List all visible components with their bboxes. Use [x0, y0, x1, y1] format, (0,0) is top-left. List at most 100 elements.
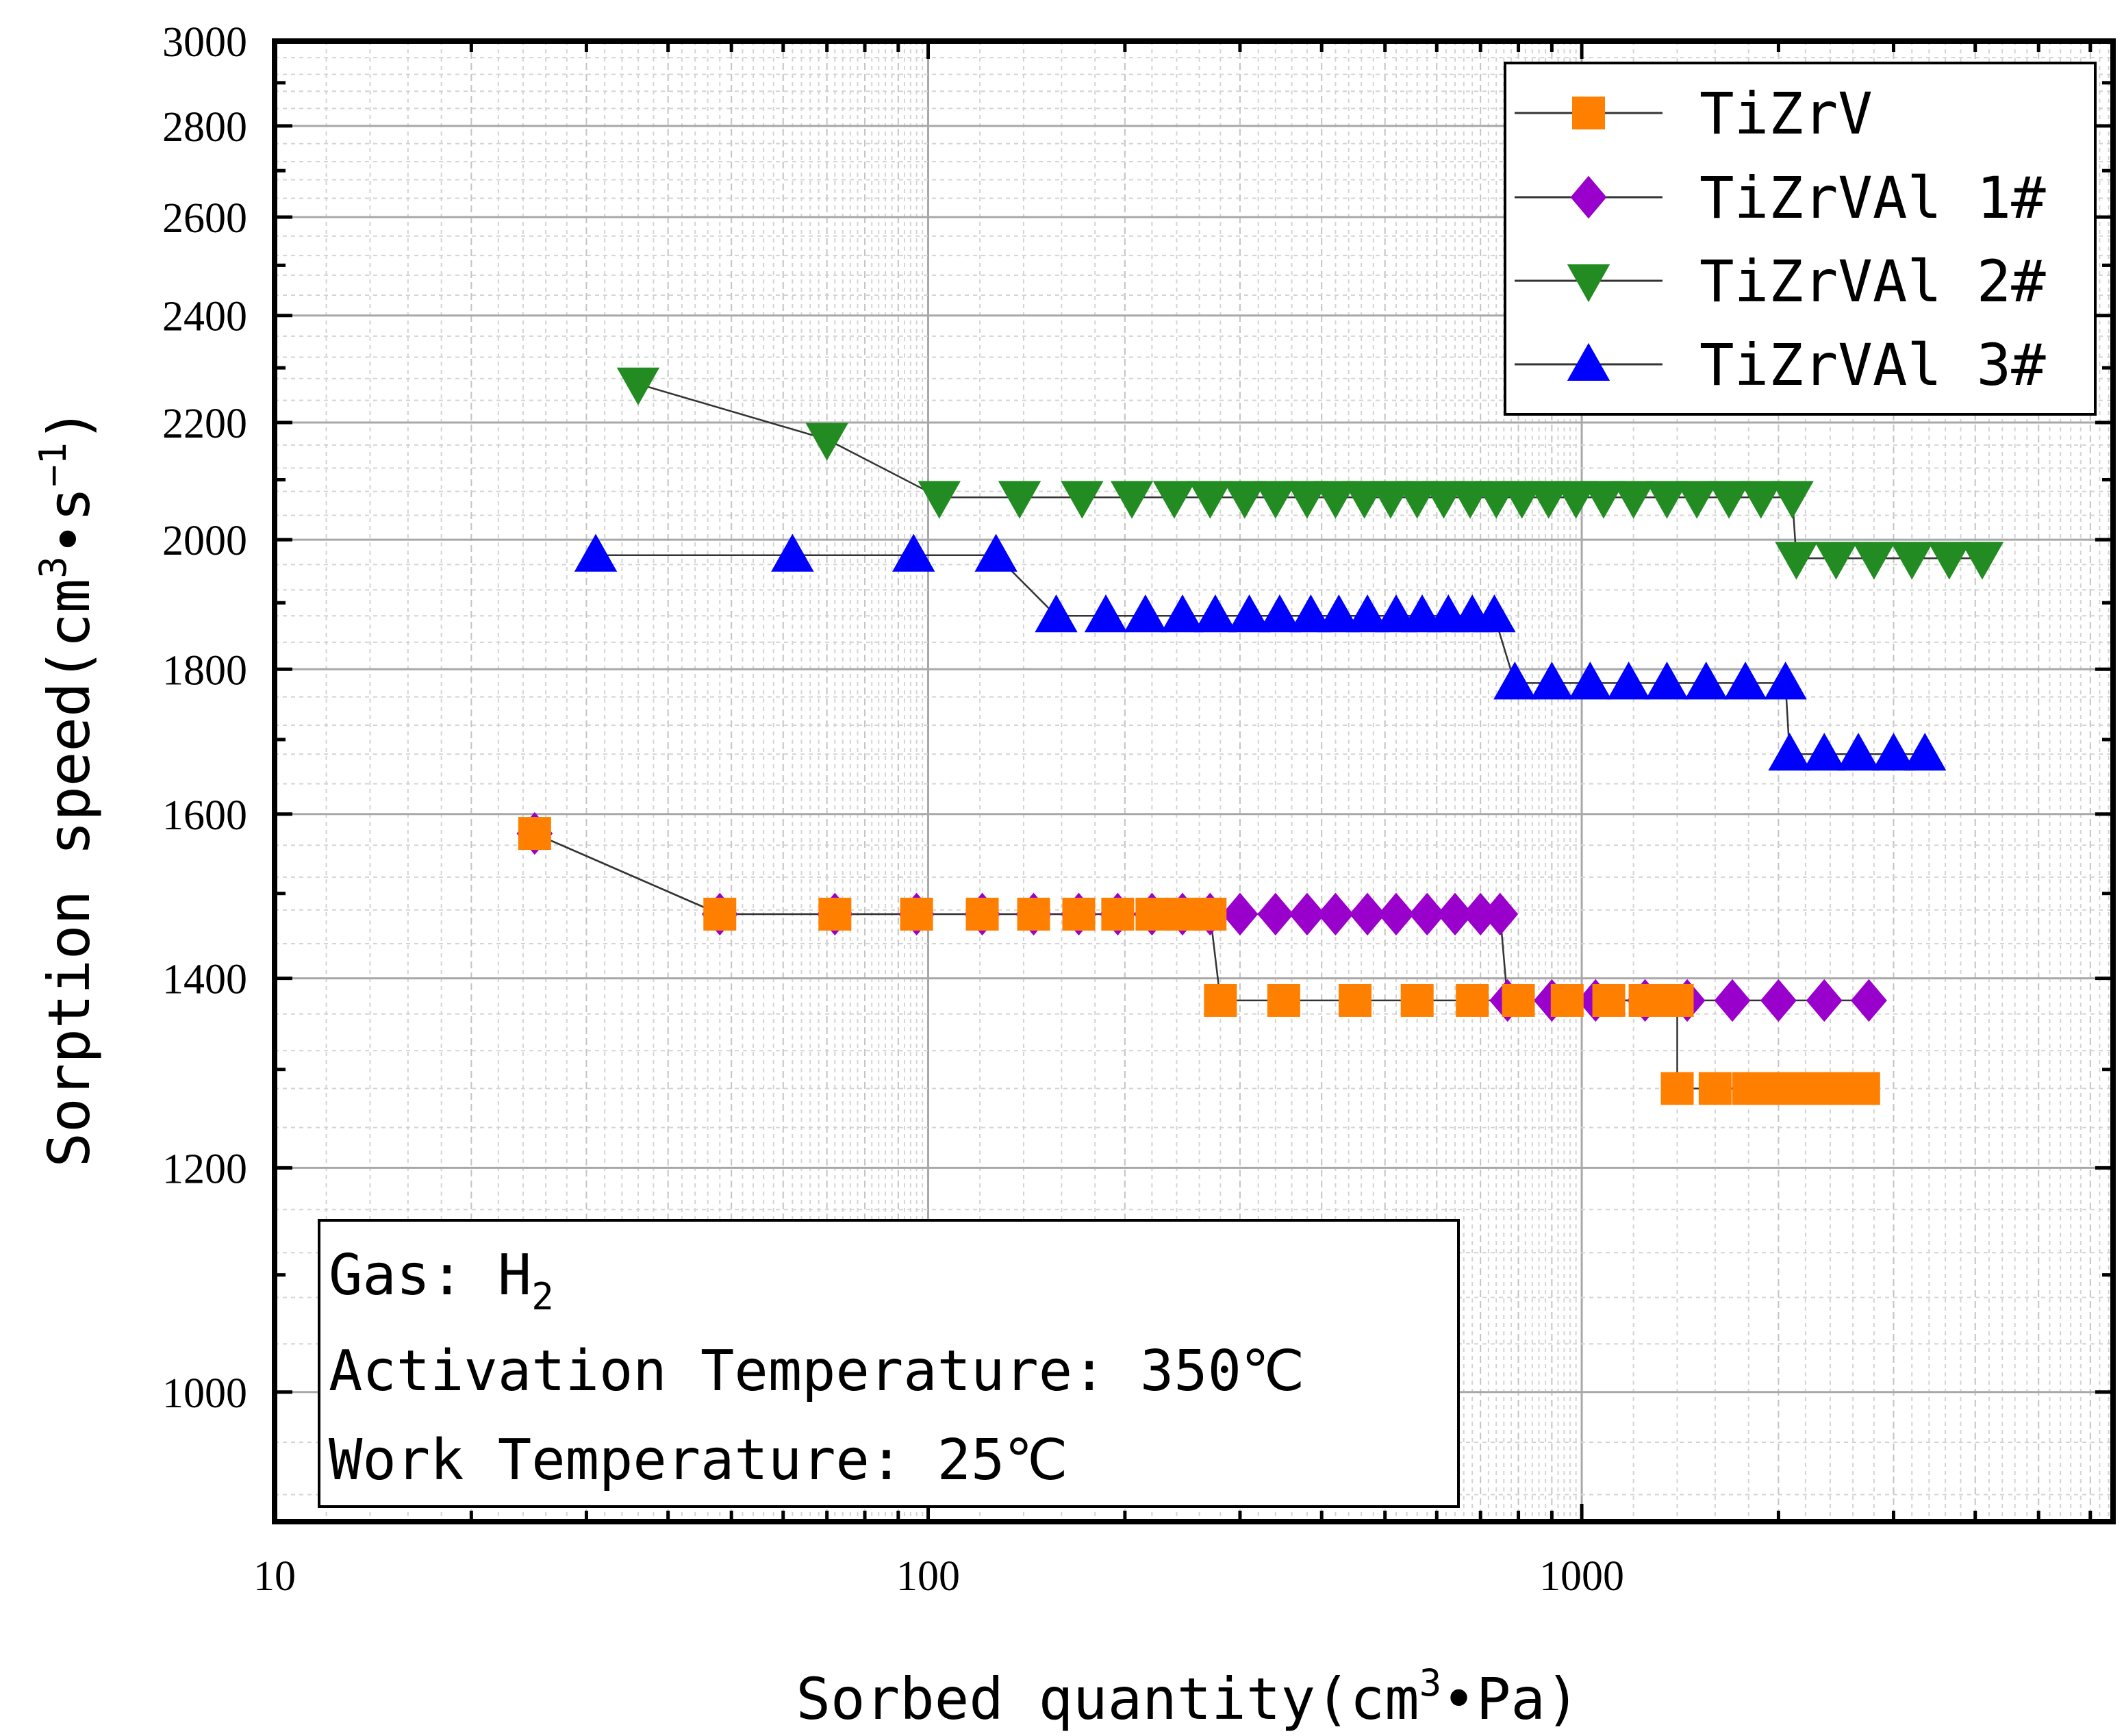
legend-label: TiZrVAl 2#	[1699, 248, 2046, 315]
data-point	[1165, 897, 1199, 931]
data-point	[1660, 1072, 1694, 1105]
data-point	[1847, 1072, 1880, 1105]
data-point	[1660, 983, 1694, 1017]
data-point	[1960, 542, 2004, 580]
legend-marker	[1572, 97, 1605, 129]
data-point	[1530, 662, 1573, 700]
data-point	[1222, 892, 1259, 936]
data-point	[1161, 594, 1204, 633]
data-point	[1152, 481, 1196, 519]
data-point	[1852, 542, 1896, 580]
data-point	[1806, 979, 1843, 1022]
data-point	[1062, 897, 1096, 931]
data-point	[1775, 542, 1818, 580]
data-point	[1771, 481, 1814, 519]
series-line	[637, 383, 1982, 559]
y-tick-label: 2400	[162, 294, 247, 340]
data-point	[1289, 594, 1332, 633]
series-line	[596, 554, 1925, 755]
series-markers	[616, 367, 2004, 580]
data-point	[1317, 892, 1354, 936]
data-point	[1110, 481, 1154, 519]
y-tick-label: 2200	[162, 401, 247, 447]
data-point	[1707, 481, 1751, 519]
axis-tick-labels: 10 100 1000 1000 1200 1400 1600 1800 2000 2200 240…	[162, 19, 1624, 1600]
y-tick-label: 1200	[162, 1146, 247, 1192]
data-point	[1345, 594, 1389, 633]
data-point	[1189, 481, 1232, 519]
data-point	[1408, 892, 1445, 936]
data-point	[1764, 662, 1807, 700]
y-tick-label: 1600	[162, 792, 247, 839]
data-point	[1228, 594, 1271, 633]
series-markers	[574, 533, 1947, 771]
data-point	[1349, 892, 1386, 936]
series-markers	[518, 817, 1880, 1105]
data-point	[1675, 481, 1719, 519]
data-point	[1124, 594, 1167, 633]
data-markers	[516, 367, 2004, 1105]
data-point	[1851, 979, 1887, 1022]
data-point	[1400, 983, 1434, 1017]
y-tick-label: 1800	[162, 647, 247, 694]
y-tick-label: 2000	[162, 518, 247, 564]
legend-label: TiZrVAl 1#	[1699, 164, 2046, 231]
data-point	[1254, 481, 1298, 519]
legend-label: TiZrV	[1699, 80, 1873, 147]
data-point	[1482, 892, 1519, 936]
data-point	[1628, 983, 1662, 1017]
data-point	[1803, 732, 1846, 771]
data-point	[1437, 892, 1474, 936]
data-point	[1607, 662, 1650, 700]
data-point	[965, 897, 999, 931]
data-point	[892, 533, 935, 572]
data-point	[1739, 481, 1782, 519]
data-point	[1339, 983, 1372, 1017]
conditions-annotation: Gas: H2 Activation Temperature: 350℃ Wor…	[318, 1219, 1460, 1508]
y-tick-label: 2800	[162, 104, 247, 151]
data-point	[616, 367, 660, 405]
data-point	[918, 481, 961, 519]
data-point	[1314, 481, 1357, 519]
data-point	[1462, 892, 1499, 936]
data-point	[1017, 897, 1050, 931]
data-point	[1612, 481, 1655, 519]
data-point	[1193, 594, 1237, 633]
data-point	[998, 481, 1041, 519]
y-tick-label: 2600	[162, 195, 247, 242]
data-point	[805, 423, 848, 461]
legend-marker	[1567, 264, 1610, 303]
data-point	[1872, 732, 1915, 771]
annotation-box	[318, 1219, 1460, 1508]
data-point	[1204, 983, 1237, 1017]
data-point	[1223, 481, 1267, 519]
data-point	[1723, 662, 1767, 700]
data-point	[1135, 897, 1169, 931]
data-point	[1500, 481, 1543, 519]
data-point	[574, 533, 618, 572]
data-point	[1550, 983, 1584, 1017]
data-point	[771, 533, 814, 572]
series-line	[534, 832, 1864, 1090]
data-point	[1819, 1072, 1853, 1105]
x-axis-title: Sorbed quantity(cm3•Pa)	[796, 1661, 1580, 1733]
data-point	[1788, 1072, 1822, 1105]
data-point	[1267, 983, 1300, 1017]
data-point	[1258, 594, 1302, 633]
data-point	[1582, 481, 1626, 519]
data-point	[1473, 594, 1516, 633]
plot-frame	[272, 38, 2116, 1524]
data-point	[1768, 732, 1811, 771]
annotation-work-temperature: Work Temperature: 25℃	[329, 1428, 1067, 1493]
x-tick-label: 10	[253, 1553, 296, 1600]
x-tick-label: 100	[896, 1553, 960, 1600]
x-tick-label: 1000	[1539, 1553, 1624, 1600]
data-point	[1592, 983, 1626, 1017]
data-point	[974, 533, 1017, 572]
data-point	[1101, 897, 1135, 931]
data-point	[1554, 481, 1597, 519]
data-point	[1061, 481, 1104, 519]
data-point	[1084, 594, 1128, 633]
data-point	[1836, 732, 1880, 771]
data-point	[1035, 594, 1078, 633]
